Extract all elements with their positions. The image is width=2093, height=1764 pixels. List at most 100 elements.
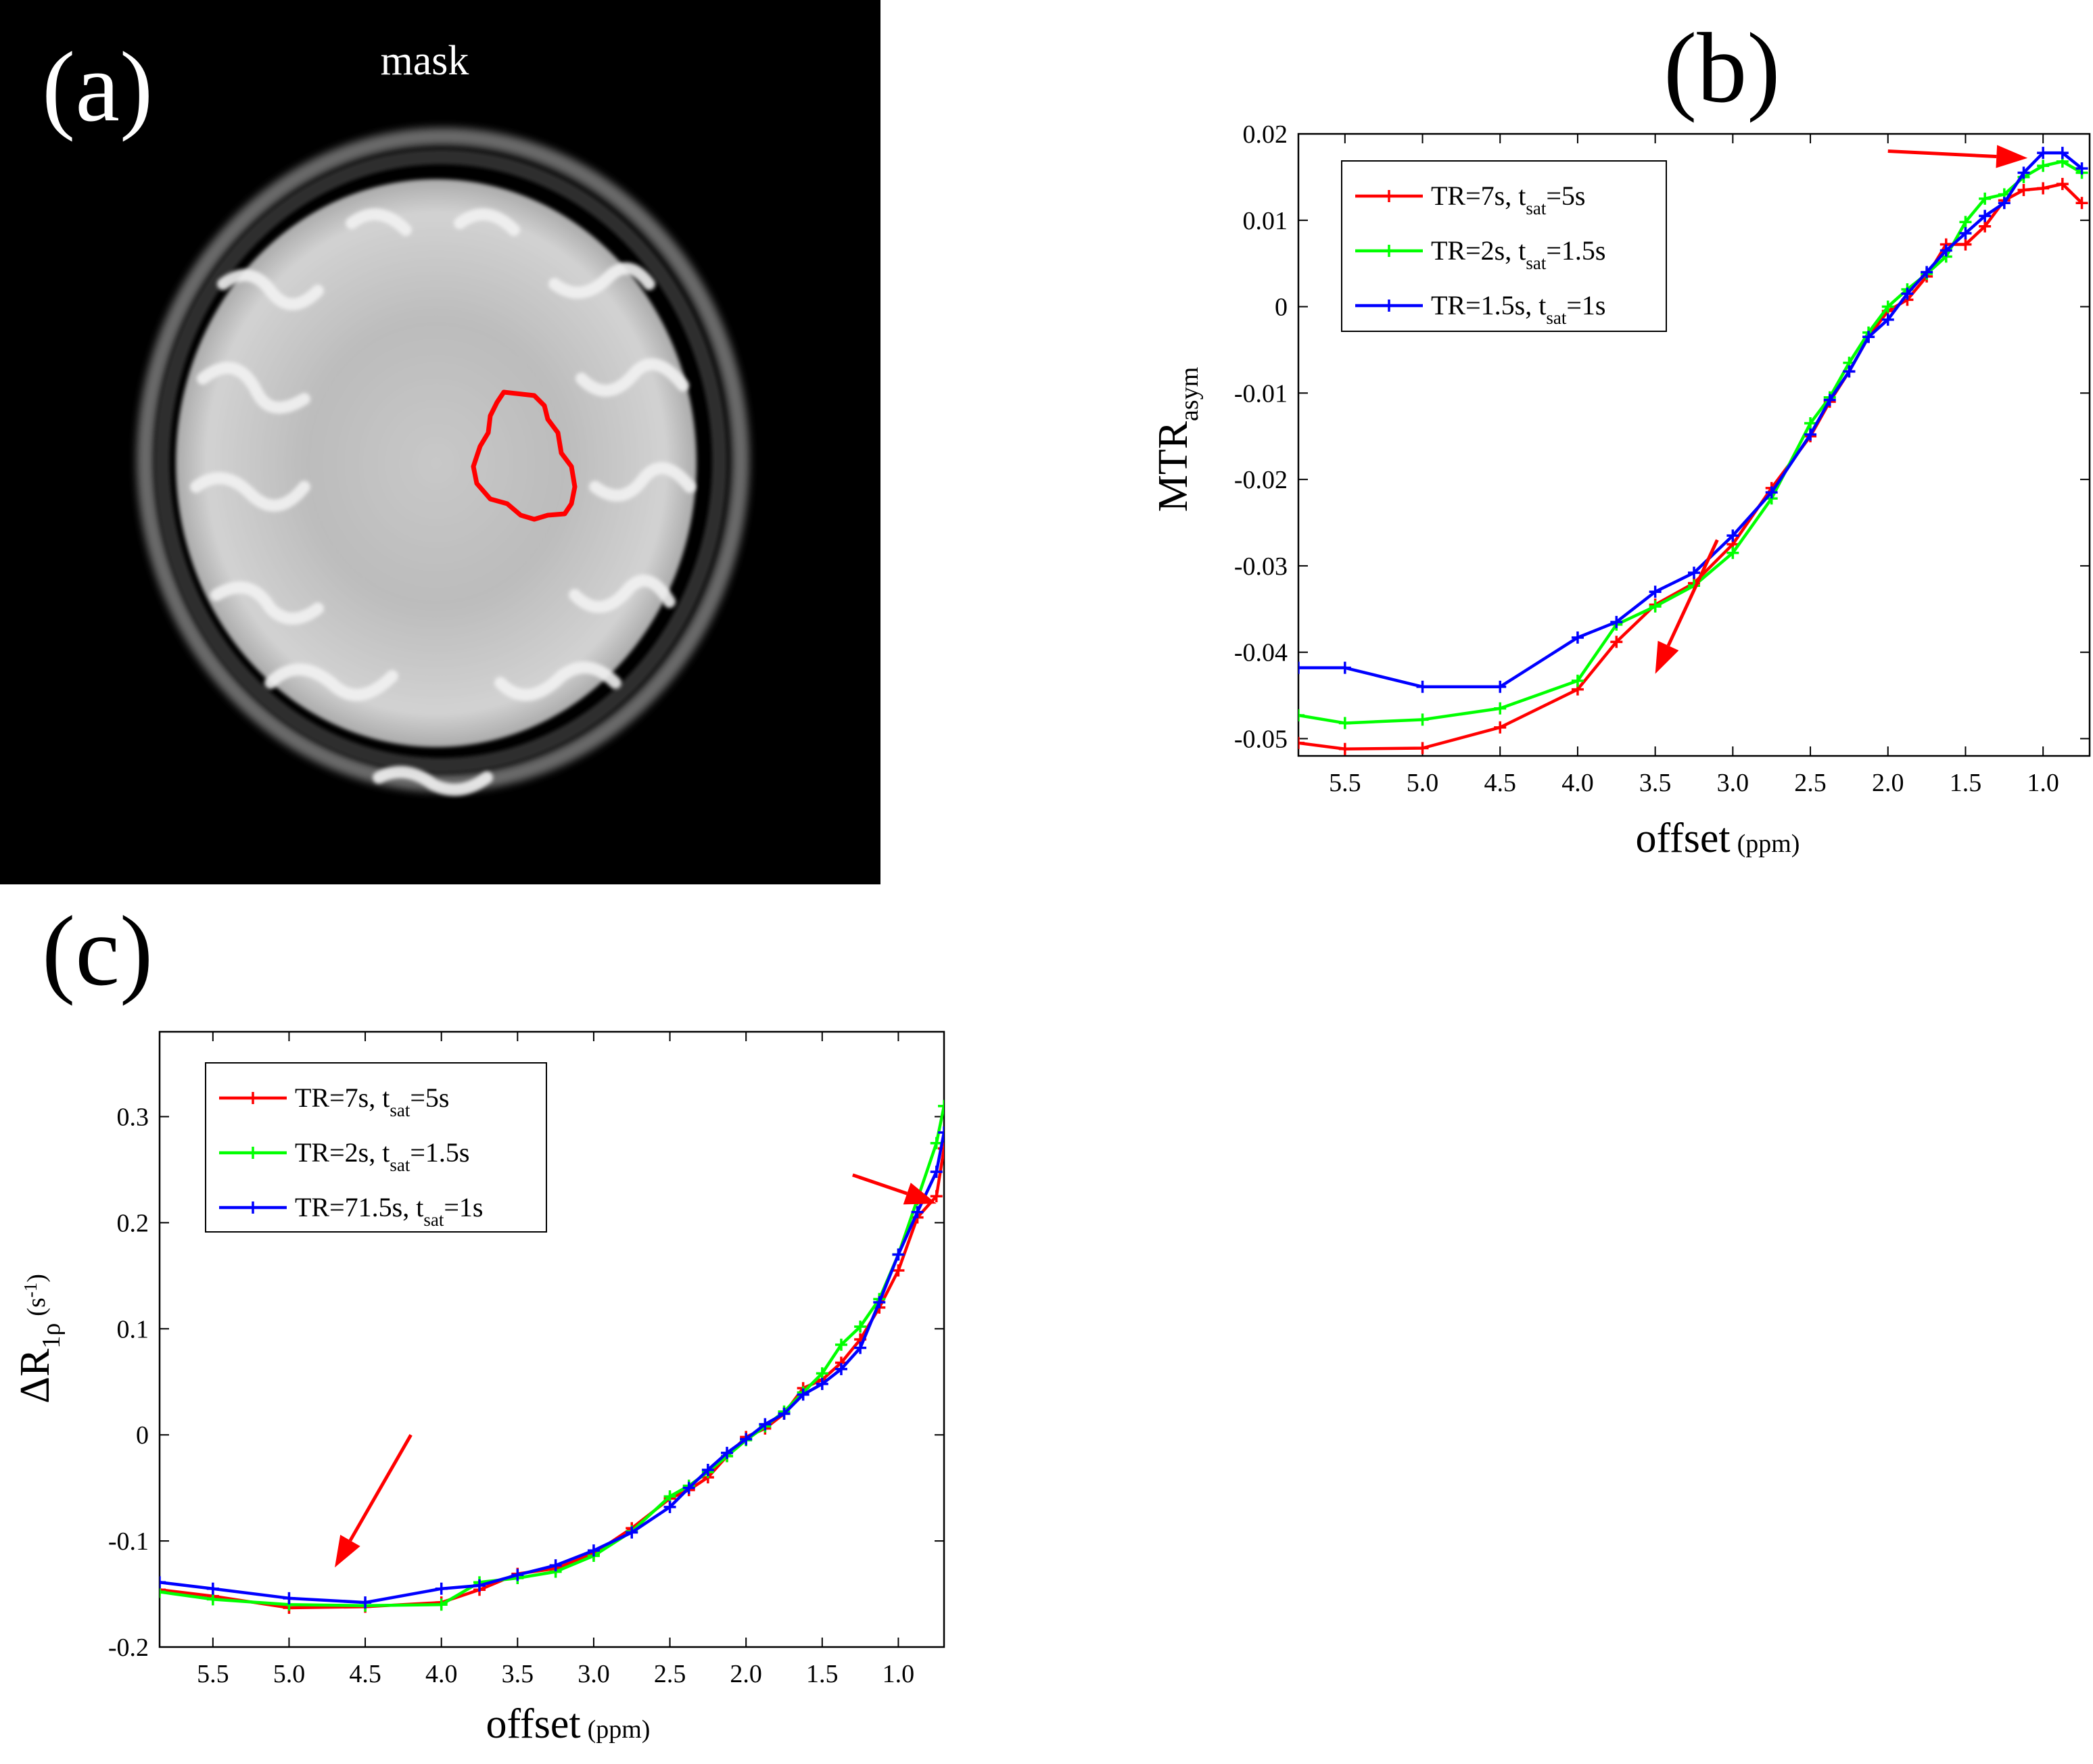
data-point xyxy=(1959,216,1972,229)
data-point xyxy=(1494,721,1507,734)
data-point xyxy=(1843,365,1856,378)
y-tick-label: 0 xyxy=(136,1421,149,1450)
panel-letter: (c) xyxy=(42,899,153,1007)
x-tick-label: 5.0 xyxy=(273,1660,306,1688)
data-point xyxy=(2037,160,2050,172)
y-tick-label: 0 xyxy=(1275,293,1288,322)
legend-label: TR=1.5s, tsat=1s xyxy=(1431,290,1605,328)
annotation-arrow xyxy=(1887,145,2028,168)
x-tick-label: 4.5 xyxy=(349,1660,381,1688)
data-point xyxy=(911,1206,924,1218)
data-point xyxy=(206,1593,219,1606)
legend-label: TR=2s, tsat=1.5s xyxy=(295,1137,469,1175)
arrow-shaft xyxy=(1887,149,1997,159)
arrow-shaft xyxy=(1666,539,1719,646)
data-point xyxy=(1571,674,1584,687)
x-tick-label: 3.0 xyxy=(578,1660,610,1688)
y-axis-title: ΔR1ρ (s-1) xyxy=(12,1274,66,1404)
data-point xyxy=(1494,680,1507,693)
y-tick-label: 0.01 xyxy=(1243,207,1288,235)
legend-label-sub: sat xyxy=(1526,198,1546,218)
data-point xyxy=(359,1596,372,1609)
y-axis-title-unit: (s xyxy=(22,1297,51,1316)
panel-a-brain-image: (a) mask xyxy=(0,0,880,884)
y-axis-title-main: MTR xyxy=(1150,421,1196,512)
data-point xyxy=(854,1320,867,1333)
data-point xyxy=(1979,220,1992,233)
arrow-head xyxy=(335,1534,360,1568)
data-point xyxy=(930,1190,943,1203)
data-point xyxy=(1649,586,1662,598)
x-tick-label: 2.0 xyxy=(1872,769,1904,797)
y-tick-label: 0.3 xyxy=(117,1103,149,1132)
data-point xyxy=(1416,742,1429,755)
legend-item: TR=7s, tsat=5s xyxy=(1355,181,1585,218)
data-point xyxy=(2017,166,2030,179)
series-3 xyxy=(160,1126,944,1609)
data-point xyxy=(511,1569,524,1581)
legend-item: TR=2s, tsat=1.5s xyxy=(1355,235,1605,273)
x-tick-label: 5.5 xyxy=(197,1660,229,1688)
data-point xyxy=(1338,717,1351,730)
x-axis-title: offset (ppm) xyxy=(1636,815,1800,861)
chart-b: (b) 5.5 5.0 4.5 4.0 3.5 3.0 2.5 2.0 1.5 1.0 0.02 0.0… xyxy=(1109,0,2093,882)
data-point xyxy=(435,1598,448,1611)
data-point xyxy=(1881,300,1894,313)
y-axis-title-unit-sup: -1 xyxy=(20,1283,41,1298)
legend-label-main: TR=2s, t xyxy=(1431,235,1526,266)
data-point xyxy=(1939,244,1952,257)
data-point xyxy=(549,1559,562,1572)
legend-label-tail: =1s xyxy=(1566,290,1605,320)
x-tick-label: 2.0 xyxy=(730,1660,762,1688)
data-point xyxy=(1338,742,1351,755)
data-point xyxy=(778,1407,791,1420)
panel-letter: (b) xyxy=(1664,13,1781,124)
data-point xyxy=(1921,266,1933,279)
x-axis-title-unit: (ppm) xyxy=(588,1715,651,1744)
legend-label-tail: =1.5s xyxy=(410,1137,469,1168)
x-tick-label: 5.5 xyxy=(1329,769,1361,797)
data-point xyxy=(2075,197,2088,210)
legend-label-sub: sat xyxy=(390,1100,410,1120)
x-tick-label: 1.0 xyxy=(883,1660,915,1688)
data-point xyxy=(626,1526,638,1539)
data-point xyxy=(160,1583,166,1596)
legend-box xyxy=(1341,160,1667,332)
y-axis-title-main: ΔR xyxy=(12,1348,58,1404)
data-point xyxy=(2056,147,2069,160)
chart-c-svg: (c) 5.5 5.0 4.5 4.0 3.5 3.0 2.5 2.0 1.5 1.0 0.3 0.2 0… xyxy=(12,896,945,1747)
y-tick-label: -0.02 xyxy=(1234,466,1288,494)
arrow-head xyxy=(1996,145,2028,168)
data-point xyxy=(1338,661,1351,674)
data-point xyxy=(1298,709,1304,721)
data-point xyxy=(283,1592,296,1604)
data-point xyxy=(740,1433,753,1446)
legend-label-sub: sat xyxy=(423,1210,444,1230)
data-point xyxy=(938,1099,944,1112)
arrow-head xyxy=(903,1183,937,1205)
data-point xyxy=(587,1544,600,1557)
data-point xyxy=(759,1418,772,1431)
data-point xyxy=(682,1481,695,1494)
legend-label-tail: =1s xyxy=(444,1192,483,1222)
data-point xyxy=(701,1463,714,1476)
x-tick-label: 4.5 xyxy=(1484,769,1516,797)
legend-item: TR=1.5s, tsat=1s xyxy=(1355,290,1605,328)
y-tick-label: 0.1 xyxy=(117,1315,149,1343)
y-tick-label: 0.02 xyxy=(1243,120,1288,149)
x-axis-title: offset (ppm) xyxy=(486,1701,651,1747)
y-axis-title: MTRasym xyxy=(1150,367,1204,512)
x-axis-title-unit: (ppm) xyxy=(1737,830,1800,858)
data-point xyxy=(2075,162,2088,175)
data-point xyxy=(2037,147,2050,160)
data-point xyxy=(1416,713,1429,726)
data-point xyxy=(1416,680,1429,693)
data-point xyxy=(930,1166,943,1178)
x-tick-label: 1.0 xyxy=(2027,769,2059,797)
data-point xyxy=(1494,702,1507,715)
brain-gyri xyxy=(190,208,696,796)
x-tick-label: 4.0 xyxy=(425,1660,458,1688)
data-point xyxy=(1610,636,1623,648)
series-3 xyxy=(1298,147,2088,693)
